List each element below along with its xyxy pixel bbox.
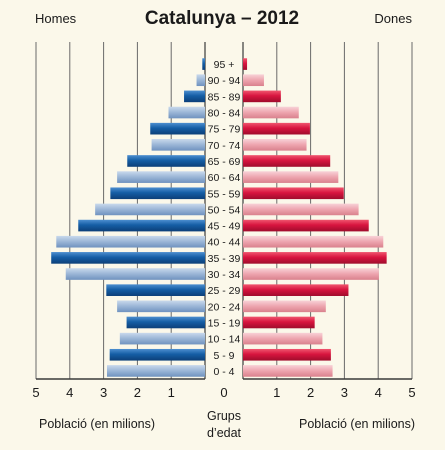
x-tick-1: 4	[66, 385, 73, 400]
bar-dones-12	[243, 252, 387, 264]
bar-dones-8	[243, 187, 344, 200]
bar-homes-17	[119, 332, 205, 345]
bar-homes-7	[117, 171, 205, 183]
x-tick-8: 3	[341, 385, 348, 400]
bar-homes-9	[95, 203, 205, 216]
bar-homes-12	[51, 252, 206, 264]
x-tick-10: 5	[408, 385, 415, 400]
bar-homes-3	[168, 106, 205, 119]
x-tick-labels: 5 4 3 2 1 0 1 2 3 4 5	[32, 385, 415, 400]
bars	[51, 58, 387, 377]
bar-homes-13	[65, 268, 205, 280]
bar-homes-0	[202, 58, 205, 70]
x-tick-4: 1	[168, 385, 175, 400]
bar-dones-14	[243, 284, 349, 296]
age-label-8: 55 - 59	[208, 188, 241, 200]
age-label-9: 50 - 54	[208, 204, 241, 216]
bar-dones-5	[243, 139, 307, 151]
x-tick-9: 4	[375, 385, 382, 400]
age-label-18: 5 - 9	[213, 350, 234, 362]
age-label-15: 20 - 24	[208, 301, 241, 313]
center-label-line2: d’edat	[207, 426, 242, 440]
bar-homes-18	[109, 348, 205, 361]
bar-dones-11	[243, 235, 384, 248]
bar-dones-15	[243, 300, 326, 313]
x-tick-2: 3	[100, 385, 107, 400]
bar-dones-3	[243, 106, 299, 119]
bar-homes-8	[110, 187, 205, 200]
chart-title: Catalunya – 2012	[145, 8, 299, 29]
bar-homes-16	[126, 316, 205, 329]
bar-homes-1	[196, 74, 205, 87]
bar-dones-16	[243, 316, 315, 329]
bar-dones-1	[243, 74, 264, 87]
x-tick-5: 0	[220, 385, 227, 400]
bar-dones-2	[243, 90, 281, 103]
bar-homes-6	[127, 155, 205, 167]
bar-dones-0	[243, 58, 248, 70]
bar-homes-15	[117, 300, 205, 313]
age-group-labels: 95 + 90 - 94 85 - 89 80 - 84 75 - 79 70 - 74 6…	[208, 59, 241, 378]
age-label-16: 15 - 19	[208, 317, 241, 329]
age-label-10: 45 - 49	[208, 221, 241, 233]
age-label-17: 10 - 14	[208, 334, 241, 346]
right-side-label: Dones	[374, 11, 412, 26]
bar-homes-2	[184, 90, 205, 103]
bar-dones-19	[243, 365, 333, 377]
age-label-19: 0 - 4	[213, 366, 234, 378]
age-label-4: 75 - 79	[208, 124, 241, 136]
bar-dones-10	[243, 219, 369, 232]
age-label-6: 65 - 69	[208, 156, 241, 168]
age-label-0: 95 +	[214, 59, 235, 71]
bar-dones-6	[243, 155, 331, 167]
x-axis-label-right: Població (en milions)	[299, 417, 415, 431]
left-side-label: Homes	[35, 11, 77, 26]
age-label-7: 60 - 64	[208, 172, 241, 184]
x-tick-3: 2	[134, 385, 141, 400]
center-label-line1: Grups	[207, 409, 241, 423]
x-tick-7: 2	[307, 385, 314, 400]
age-label-3: 80 - 84	[208, 108, 241, 120]
bar-dones-7	[243, 171, 339, 183]
age-label-13: 30 - 34	[208, 269, 241, 281]
bar-homes-4	[150, 122, 205, 135]
bar-dones-18	[243, 348, 331, 361]
bar-dones-4	[243, 122, 310, 135]
age-label-11: 40 - 44	[208, 237, 241, 249]
bar-dones-9	[243, 203, 359, 216]
age-label-12: 35 - 39	[208, 253, 241, 265]
age-label-1: 90 - 94	[208, 75, 241, 87]
bar-homes-10	[78, 219, 205, 232]
bar-homes-11	[56, 235, 205, 248]
x-axis-label-left: Població (en milions)	[39, 417, 155, 431]
x-tick-0: 5	[32, 385, 39, 400]
x-tick-6: 1	[273, 385, 280, 400]
bar-dones-17	[243, 332, 323, 345]
bar-dones-13	[243, 268, 379, 280]
age-label-2: 85 - 89	[208, 91, 241, 103]
bar-homes-5	[151, 139, 205, 151]
age-label-14: 25 - 29	[208, 285, 241, 297]
bar-homes-19	[106, 365, 205, 377]
age-label-5: 70 - 74	[208, 140, 241, 152]
bar-homes-14	[106, 284, 205, 296]
